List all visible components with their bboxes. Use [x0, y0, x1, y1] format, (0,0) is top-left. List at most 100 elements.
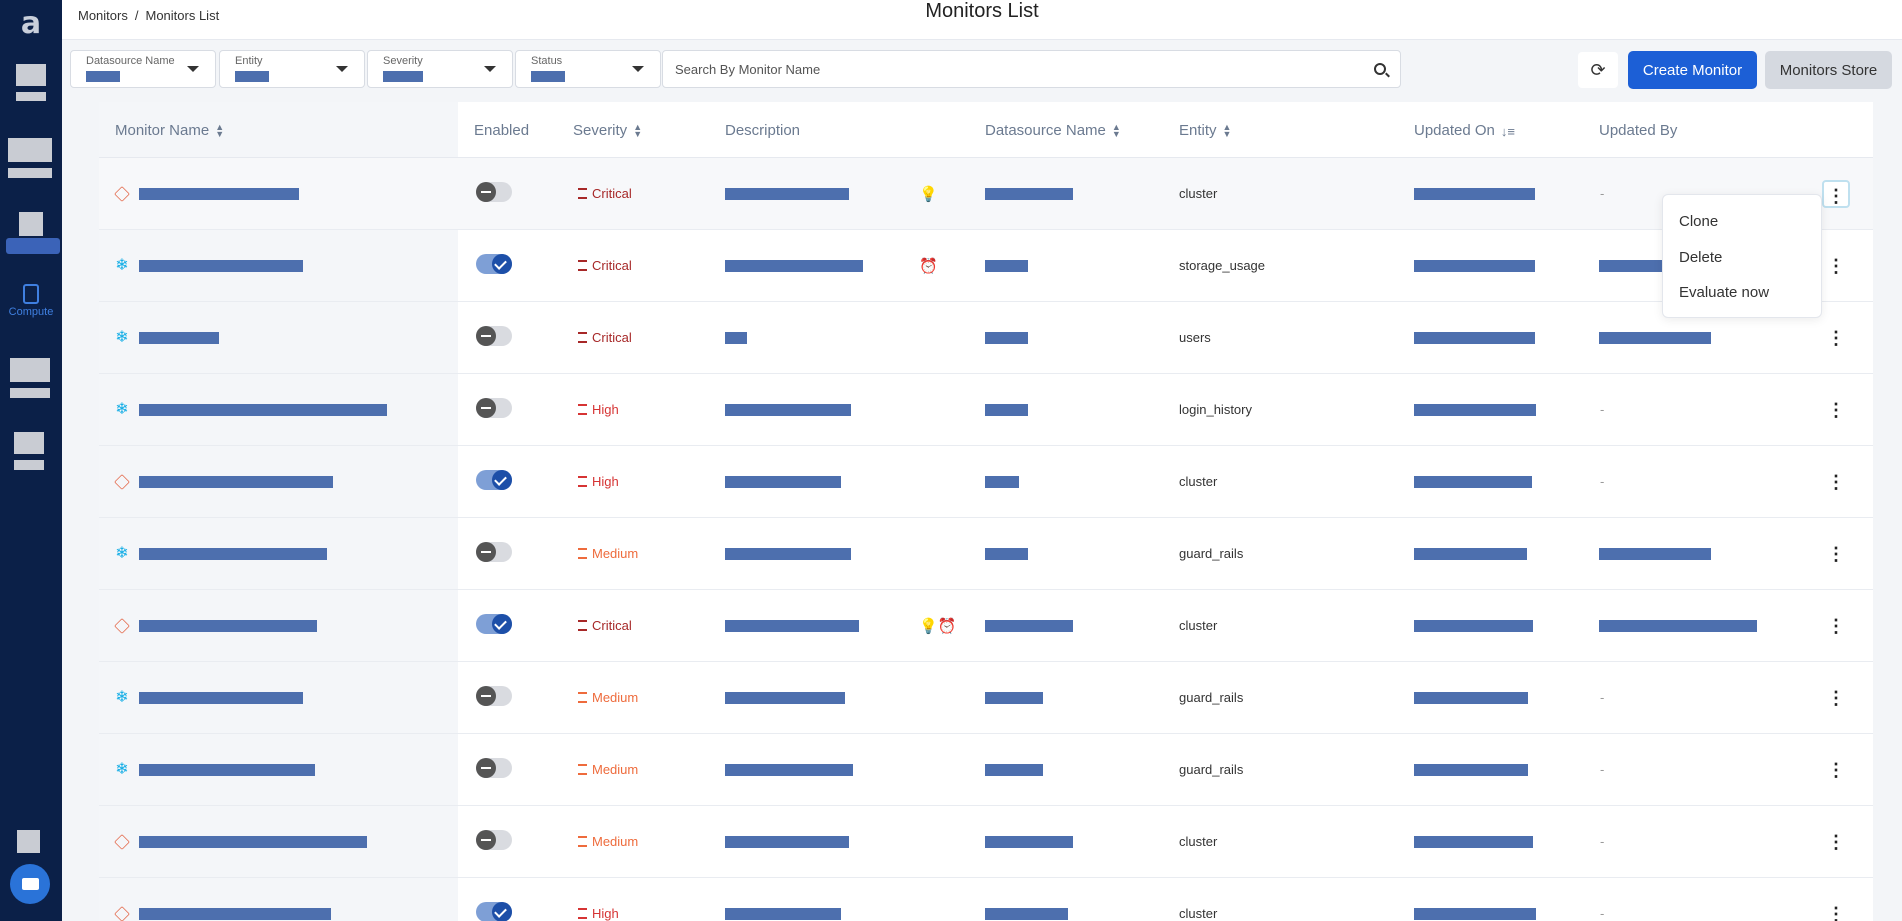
table-row[interactable]: Critical 💡 cluster - ⋮ [99, 158, 1873, 230]
table-row[interactable]: ❄ Critical users ⋮ [99, 302, 1873, 374]
monitor-name-link[interactable] [139, 548, 327, 560]
monitor-name-cell[interactable] [99, 590, 458, 662]
search-icon[interactable] [1374, 63, 1386, 75]
monitor-name-cell[interactable]: ❄ [99, 662, 458, 734]
row-actions-kebab-icon[interactable]: ⋮ [1827, 760, 1845, 780]
enabled-toggle[interactable] [476, 182, 512, 202]
entity-text: users [1179, 330, 1211, 345]
monitor-name-cell[interactable] [99, 158, 458, 230]
description-text [725, 404, 851, 416]
updated-by-text [1599, 620, 1757, 632]
sort-icon: ▲ ▼ [215, 122, 225, 140]
enabled-toggle[interactable] [476, 542, 512, 562]
notification-icons[interactable]: ⏰ [919, 258, 938, 275]
datasource-filter[interactable]: Datasource Name [70, 50, 216, 88]
nav-item-1[interactable] [0, 64, 62, 104]
nav-item-7[interactable] [0, 830, 62, 854]
monitor-name-cell[interactable]: ❄ [99, 518, 458, 590]
status-filter[interactable]: Status [515, 50, 661, 88]
monitor-name-link[interactable] [139, 908, 331, 920]
enabled-toggle[interactable] [476, 398, 512, 418]
refresh-button[interactable]: ⟳ [1578, 52, 1618, 88]
monitor-name-link[interactable] [139, 260, 303, 272]
nav-item-3[interactable] [0, 212, 62, 256]
monitor-name-cell[interactable] [99, 878, 458, 921]
row-actions-kebab-icon[interactable]: ⋮ [1827, 616, 1845, 636]
row-actions-kebab-icon[interactable]: ⋮ [1827, 400, 1845, 420]
table-row[interactable]: ❄ Medium guard_rails - ⋮ [99, 734, 1873, 806]
table-row[interactable]: High cluster - ⋮ [99, 446, 1873, 518]
monitor-name-link[interactable] [139, 620, 317, 632]
search-input[interactable] [663, 51, 1353, 87]
enabled-toggle[interactable] [476, 470, 512, 490]
enabled-toggle[interactable] [476, 830, 512, 850]
col-entity[interactable]: Entity ▲ ▼ [1179, 122, 1232, 140]
nav-item-5[interactable] [0, 358, 62, 402]
monitor-name-cell[interactable]: ❄ [99, 302, 458, 374]
row-actions-kebab-icon[interactable]: ⋮ [1827, 832, 1845, 852]
entity-filter[interactable]: Entity [219, 50, 365, 88]
chat-icon[interactable] [10, 864, 50, 904]
sort-icon: ▲ ▼ [1222, 122, 1232, 140]
monitors-store-button[interactable]: Monitors Store [1765, 51, 1892, 89]
topbar: Monitors List Monitors / Monitors List [62, 0, 1902, 40]
table-row[interactable]: ❄ High login_history - ⋮ [99, 374, 1873, 446]
menu-item-delete[interactable]: Delete [1679, 249, 1723, 266]
enabled-toggle[interactable] [476, 902, 512, 921]
row-actions-kebab-icon[interactable]: ⋮ [1822, 180, 1850, 208]
table-row[interactable]: ❄ Medium guard_rails - ⋮ [99, 662, 1873, 734]
monitor-name-cell[interactable] [99, 806, 458, 878]
row-actions-kebab-icon[interactable]: ⋮ [1827, 688, 1845, 708]
enabled-toggle[interactable] [476, 686, 512, 706]
nav-item-6[interactable] [0, 432, 62, 476]
enabled-toggle[interactable] [476, 254, 512, 274]
monitor-name-link[interactable] [139, 404, 387, 416]
menu-item-clone[interactable]: Clone [1679, 213, 1719, 230]
table-row[interactable]: ❄ Medium guard_rails ⋮ [99, 518, 1873, 590]
monitor-name-link[interactable] [139, 476, 333, 488]
chevron-down-icon [484, 66, 496, 72]
monitor-name-link[interactable] [139, 332, 219, 344]
col-severity[interactable]: Severity ▲ ▼ [573, 122, 643, 140]
menu-item-evaluate-now[interactable]: Evaluate now [1679, 284, 1770, 301]
snowflake-icon: ❄ [115, 401, 129, 418]
databricks-icon [114, 618, 130, 634]
row-actions-kebab-icon[interactable]: ⋮ [1827, 472, 1845, 492]
col-datasource-name[interactable]: Datasource Name ▲ ▼ [985, 122, 1121, 140]
row-actions-kebab-icon[interactable]: ⋮ [1827, 544, 1845, 564]
col-enabled: Enabled [474, 122, 530, 139]
table-row[interactable]: Medium cluster - ⋮ [99, 806, 1873, 878]
nav-item-compute[interactable]: Compute [0, 284, 62, 318]
row-actions-kebab-icon[interactable]: ⋮ [1827, 328, 1845, 348]
severity-filter[interactable]: Severity [367, 50, 513, 88]
monitor-name-link[interactable] [139, 836, 367, 848]
severity-label: Critical [578, 186, 632, 201]
monitor-name-cell[interactable]: ❄ [99, 374, 458, 446]
monitor-name-link[interactable] [139, 188, 299, 200]
updated-on-text [1414, 908, 1536, 920]
table-row[interactable]: Critical 💡⏰ cluster ⋮ [99, 590, 1873, 662]
table-row[interactable]: High cluster - ⋮ [99, 878, 1873, 921]
breadcrumb-root[interactable]: Monitors [78, 8, 128, 23]
monitor-name-cell[interactable]: ❄ [99, 230, 458, 302]
severity-icon [578, 260, 587, 271]
col-monitor-name[interactable]: Monitor Name ▲ ▼ [115, 122, 225, 140]
row-actions-kebab-icon[interactable]: ⋮ [1827, 904, 1845, 921]
col-updated-on[interactable]: Updated On ↓≡ [1414, 122, 1515, 139]
notification-icons[interactable]: 💡⏰ [919, 618, 957, 635]
create-monitor-button[interactable]: Create Monitor [1628, 51, 1757, 89]
monitor-name-link[interactable] [139, 692, 303, 704]
enabled-toggle[interactable] [476, 614, 512, 634]
datasource-name-text [985, 476, 1019, 488]
monitor-name-link[interactable] [139, 764, 315, 776]
app-logo[interactable]: a [20, 6, 42, 41]
notification-icons[interactable]: 💡 [919, 186, 938, 203]
row-actions-kebab-icon[interactable]: ⋮ [1827, 256, 1845, 276]
nav-item-2[interactable] [0, 138, 62, 182]
enabled-toggle[interactable] [476, 758, 512, 778]
table-row[interactable]: ❄ Critical ⏰ storage_usage ⋮ [99, 230, 1873, 302]
monitor-name-cell[interactable]: ❄ [99, 734, 458, 806]
enabled-toggle[interactable] [476, 326, 512, 346]
monitor-name-cell[interactable] [99, 446, 458, 518]
snowflake-icon: ❄ [115, 545, 129, 562]
